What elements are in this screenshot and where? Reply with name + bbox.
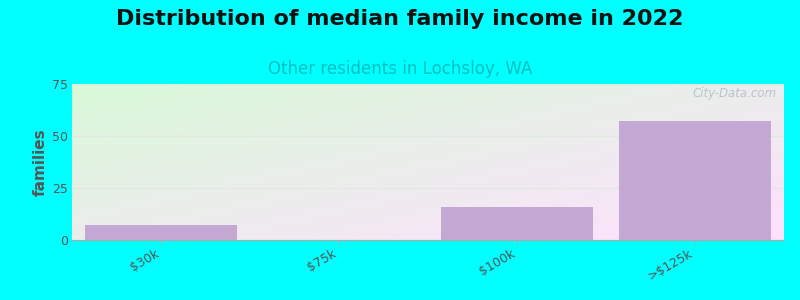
Bar	[619, 122, 770, 240]
Y-axis label: families: families	[33, 128, 48, 196]
Bar	[442, 207, 593, 240]
Text: City-Data.com: City-Data.com	[693, 87, 777, 100]
Text: Other residents in Lochsloy, WA: Other residents in Lochsloy, WA	[268, 60, 532, 78]
Text: Distribution of median family income in 2022: Distribution of median family income in …	[116, 9, 684, 29]
Bar	[86, 225, 237, 240]
